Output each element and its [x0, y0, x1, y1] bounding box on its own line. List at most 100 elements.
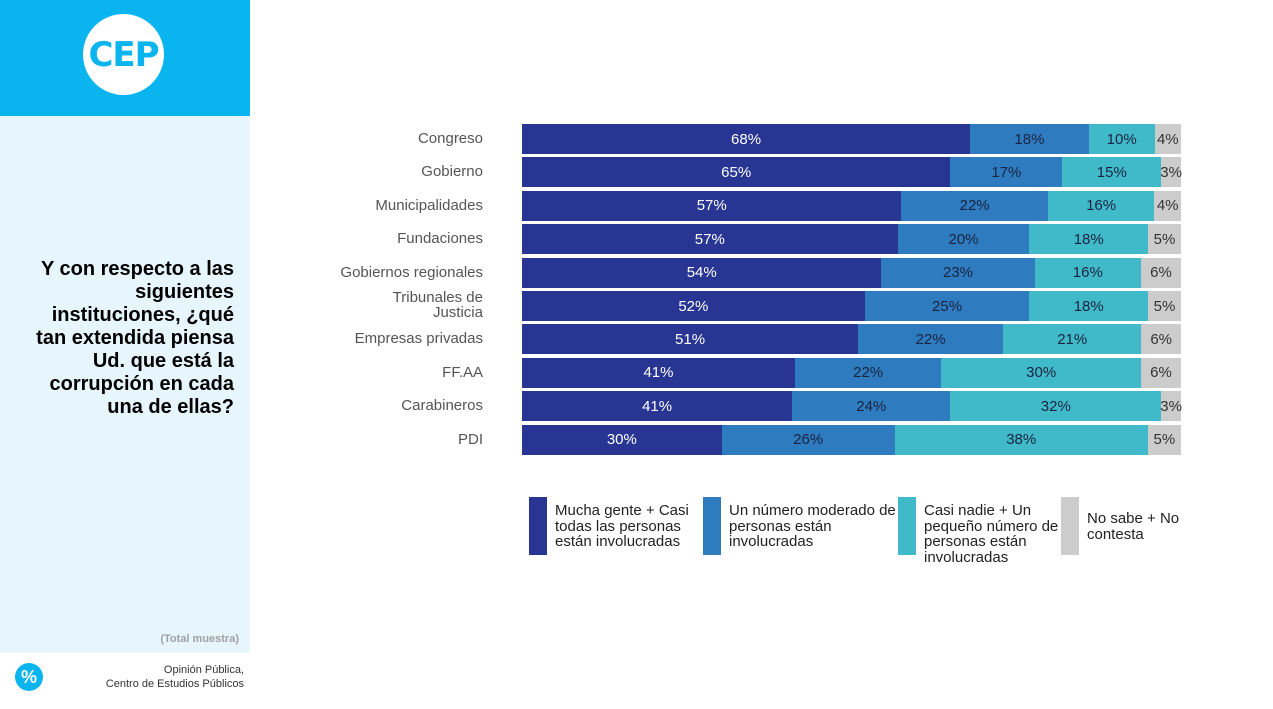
bar-segment: 6%	[1141, 257, 1181, 288]
legend-label: Mucha gente + Casi todas las personas es…	[555, 502, 689, 550]
bar-segment: 68%	[522, 124, 971, 154]
bar-segment: 4%	[1154, 124, 1181, 154]
data-label: 5%	[1153, 431, 1176, 449]
sidebar-panel	[0, 116, 250, 653]
bar-segment: 51%	[522, 324, 859, 355]
bar-segment: 23%	[881, 257, 1035, 288]
legend-swatch	[1061, 497, 1079, 555]
bar-segment: 18%	[1029, 224, 1149, 255]
data-label: 16%	[1072, 264, 1103, 282]
logo-text: CEP	[88, 34, 159, 75]
bar-segment: 16%	[1047, 190, 1155, 221]
data-label: 30%	[606, 431, 637, 449]
legend-label: Casi nadie + Un pequeño número de person…	[924, 502, 1059, 566]
data-label: 32%	[1040, 397, 1071, 415]
category-label: Gobiernos regionales	[340, 263, 483, 281]
bar-segment: 57%	[522, 224, 898, 255]
data-label: 17%	[991, 163, 1022, 181]
legend-item: Mucha gente + Casi todas las personas es…	[529, 497, 705, 555]
data-label: 54%	[686, 264, 717, 282]
bar-segment: 54%	[522, 257, 882, 288]
data-label: 22%	[853, 364, 884, 382]
data-label: 24%	[856, 397, 887, 415]
bar-row: 65% 17% 15% 3%	[522, 157, 1182, 188]
legend-item: Casi nadie + Un pequeño número de person…	[898, 497, 1064, 565]
bar-segment: 22%	[794, 357, 942, 388]
data-label: 23%	[942, 264, 974, 282]
legend-item: No sabe + No contesta	[1061, 497, 1197, 555]
data-label: 30%	[1026, 364, 1057, 382]
footer-line-1: Opinión Pública,	[163, 664, 244, 676]
legend-swatch	[529, 497, 547, 555]
data-label: 6%	[1150, 330, 1173, 348]
bar-segment: 5%	[1147, 424, 1181, 455]
data-label: 20%	[948, 230, 979, 248]
category-label: FF.AA	[442, 363, 483, 381]
data-label: 22%	[959, 197, 990, 215]
category-label: PDI	[457, 430, 483, 448]
bar-segment: 3%	[1160, 157, 1182, 188]
data-label: 5%	[1153, 230, 1176, 248]
bar-row: 41% 24% 32% 3%	[522, 391, 1182, 422]
data-label: 68%	[731, 130, 762, 148]
bar-row: 54% 23% 16% 6%	[522, 257, 1181, 288]
data-label: 21%	[1057, 330, 1088, 348]
bar-segment: 5%	[1148, 224, 1181, 255]
data-label: 10%	[1106, 130, 1137, 148]
bar-segment: 16%	[1034, 257, 1142, 288]
data-label: 5%	[1153, 297, 1176, 315]
bar-segment: 10%	[1088, 124, 1155, 154]
footer-source: Opinión Pública, Centro de Estudios Públ…	[106, 663, 244, 691]
bar-segment: 4%	[1154, 190, 1181, 221]
bar-segment: 41%	[522, 357, 795, 388]
bar-segment: 5%	[1148, 291, 1181, 321]
data-label: 3%	[1160, 397, 1182, 415]
category-label: Tribunales de Justicia	[392, 289, 483, 321]
data-label: 4%	[1156, 197, 1179, 215]
data-label: 16%	[1086, 197, 1117, 215]
category-label: Fundaciones	[397, 230, 483, 248]
data-label: 57%	[696, 197, 727, 215]
category-label: Congreso	[417, 130, 483, 147]
bar-segment: 6%	[1141, 357, 1181, 388]
legend-swatch	[703, 497, 721, 555]
bar-segment: 22%	[901, 190, 1048, 221]
category-label: Carabineros	[401, 397, 483, 415]
data-label: 57%	[694, 230, 725, 248]
bar-segment: 17%	[950, 157, 1063, 188]
bar-segment: 24%	[792, 391, 951, 422]
bar-segment: 41%	[522, 391, 793, 422]
data-label: 3%	[1160, 163, 1182, 181]
data-label: 18%	[1073, 297, 1104, 315]
data-label: 25%	[932, 297, 963, 315]
data-label: 6%	[1150, 264, 1172, 282]
bar-segment: 32%	[950, 391, 1162, 422]
bar-row: 41% 22% 30% 6%	[522, 357, 1181, 388]
bar-segment: 25%	[864, 291, 1030, 321]
question-text: Y con respecto a las siguientes instituc…	[36, 258, 234, 418]
data-label: 18%	[1014, 130, 1045, 148]
sidebar-header: CEP	[0, 0, 250, 116]
bar-row: 52% 25% 18% 5%	[522, 291, 1181, 321]
bar-segment: 18%	[1029, 291, 1149, 321]
data-label: 51%	[675, 330, 706, 348]
category-label: Gobierno	[421, 163, 483, 181]
bar-row: 51% 22% 21% 6%	[522, 324, 1181, 355]
legend-swatch	[898, 497, 916, 555]
bar-segment: 20%	[897, 224, 1030, 255]
bar-segment: 30%	[941, 357, 1142, 388]
legend-item: Un número moderado de personas están inv…	[703, 497, 899, 555]
legend-label: No sabe + No contesta	[1087, 510, 1180, 543]
bar-row: 57% 22% 16% 4%	[522, 190, 1181, 221]
bar-segment: 15%	[1062, 157, 1162, 188]
legend-label: Un número moderado de personas están inv…	[729, 502, 896, 550]
bar-row: 57% 20% 18% 5%	[522, 224, 1181, 255]
data-label: 6%	[1150, 364, 1172, 382]
data-label: 18%	[1073, 230, 1104, 248]
bar-segment: 65%	[522, 157, 951, 188]
bar-row: 68% 18% 10% 4%	[522, 124, 1181, 154]
bar-segment: 30%	[522, 424, 722, 455]
data-label: 15%	[1096, 163, 1127, 181]
bar-segment: 52%	[522, 291, 865, 321]
